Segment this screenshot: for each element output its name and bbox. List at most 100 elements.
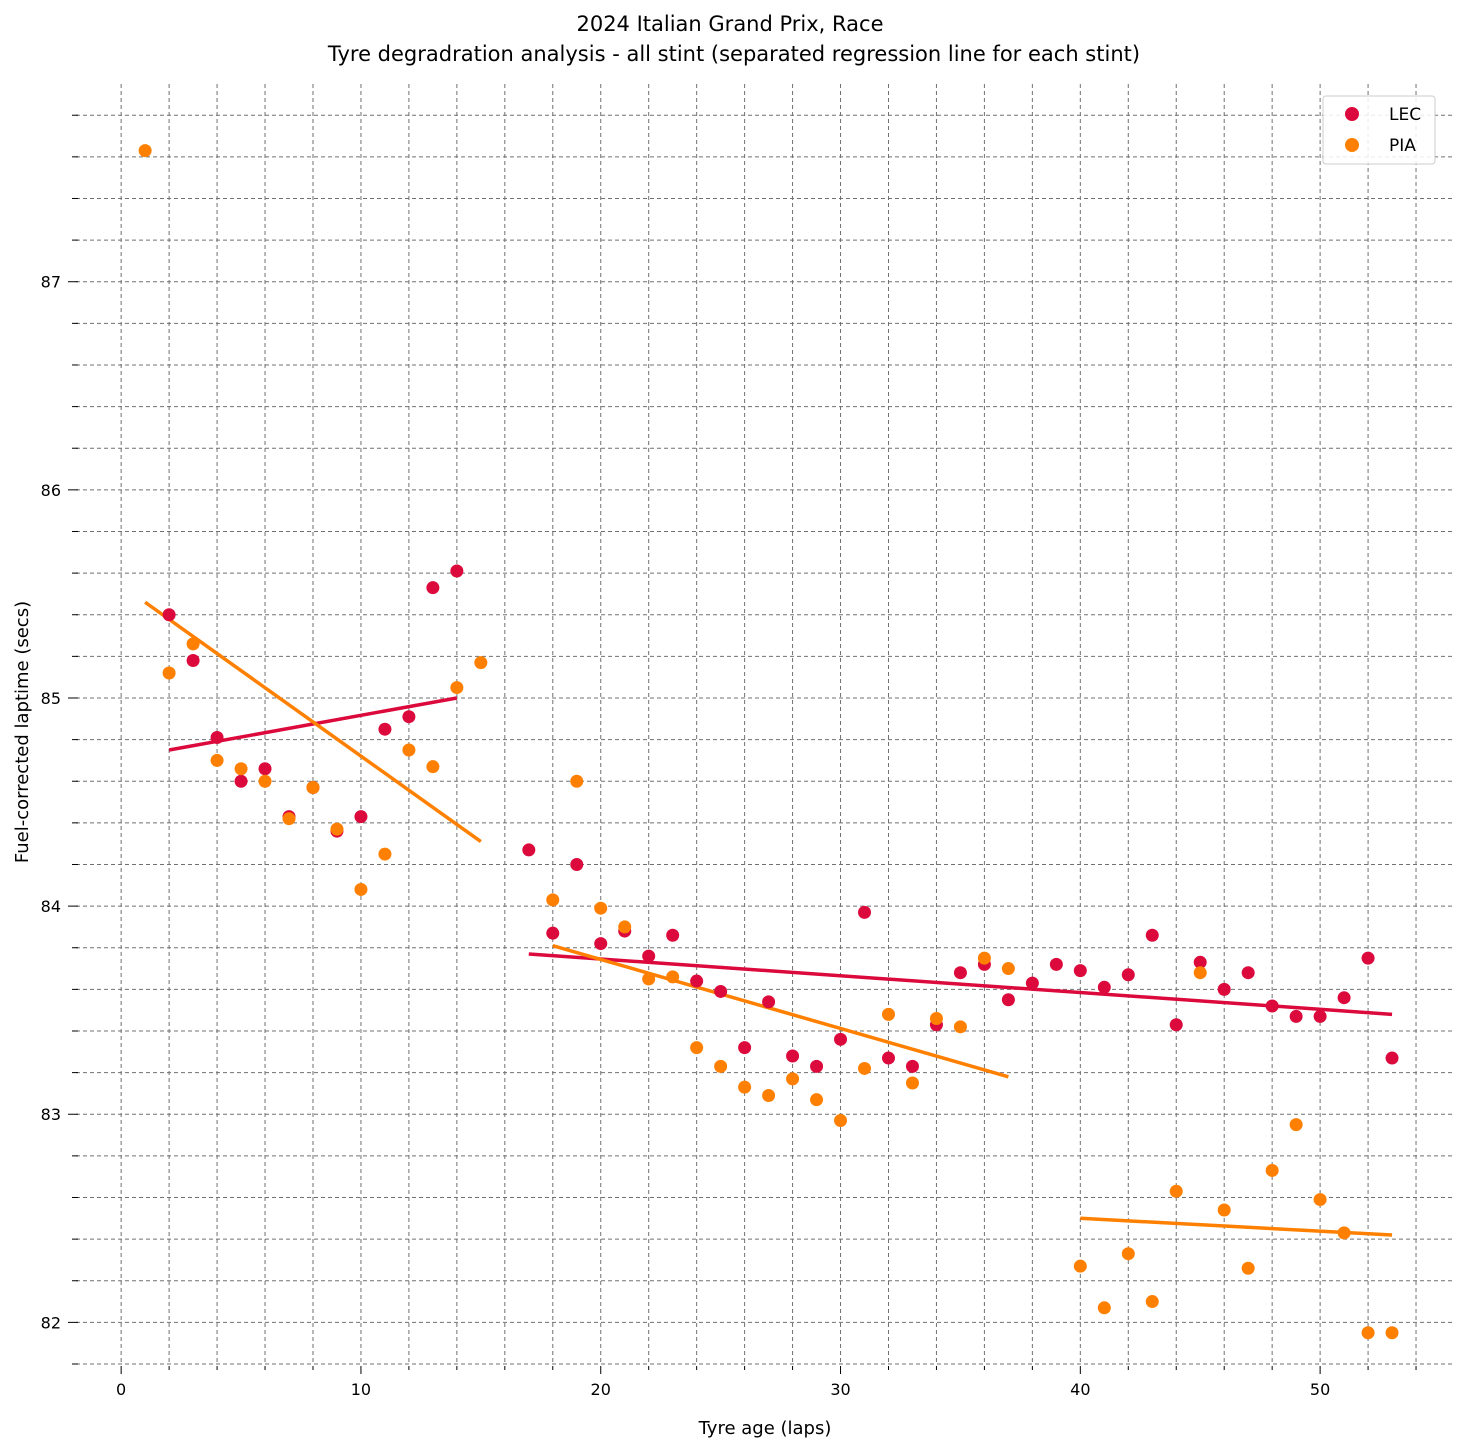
data-point-pia xyxy=(810,1093,824,1107)
data-point-pia xyxy=(881,1007,895,1021)
data-point-pia xyxy=(402,743,416,757)
data-point-lec xyxy=(762,995,776,1009)
data-point-lec xyxy=(714,984,728,998)
data-point-pia xyxy=(1169,1184,1183,1198)
data-point-lec xyxy=(1217,982,1231,996)
data-point-lec xyxy=(594,937,608,951)
legend-marker-pia xyxy=(1345,138,1359,152)
data-point-lec xyxy=(546,926,560,940)
y-tick-label: 85 xyxy=(41,689,61,708)
data-point-lec xyxy=(1145,928,1159,942)
data-point-pia xyxy=(210,753,224,767)
regression-line-lec xyxy=(528,952,1393,1017)
data-point-pia xyxy=(858,1061,872,1075)
data-point-pia xyxy=(1265,1163,1279,1177)
data-point-pia xyxy=(642,972,656,986)
y-axis-label: Fuel-corrected laptime (secs) xyxy=(12,601,33,863)
x-tick-label: 0 xyxy=(116,1380,126,1399)
data-point-lec xyxy=(426,581,440,595)
data-point-lec xyxy=(881,1051,895,1065)
data-point-lec xyxy=(162,608,176,622)
data-point-pia xyxy=(738,1080,752,1094)
data-point-pia xyxy=(1241,1261,1255,1275)
data-point-pia xyxy=(1193,966,1207,980)
data-point-lec xyxy=(905,1059,919,1073)
data-point-pia xyxy=(330,822,344,836)
data-point-pia xyxy=(570,774,584,788)
data-point-lec xyxy=(1385,1051,1399,1065)
data-point-pia xyxy=(762,1089,776,1103)
data-point-pia xyxy=(1097,1301,1111,1315)
y-tick-label: 86 xyxy=(41,481,61,500)
data-point-pia xyxy=(450,681,464,695)
data-point-lec xyxy=(1097,980,1111,994)
data-point-lec xyxy=(1121,968,1135,982)
data-point-lec xyxy=(642,949,656,963)
data-point-lec xyxy=(1361,951,1375,965)
data-point-pia xyxy=(714,1059,728,1073)
data-point-pia xyxy=(474,656,488,670)
data-point-lec xyxy=(953,966,967,980)
legend-label-pia: PIA xyxy=(1389,136,1416,156)
chart-title: 2024 Italian Grand Prix, Race xyxy=(576,12,883,36)
data-points xyxy=(138,144,1399,1340)
data-point-lec xyxy=(834,1032,848,1046)
data-point-pia xyxy=(1145,1295,1159,1309)
data-point-pia xyxy=(1121,1247,1135,1261)
y-tick-label: 84 xyxy=(41,897,61,916)
data-point-lec xyxy=(522,843,536,857)
data-point-pia xyxy=(186,637,200,651)
data-point-pia xyxy=(354,882,368,896)
axis-ticks: 0 10 20 30 40 50 82 83 84 85 86 87 xyxy=(41,114,1417,1399)
legend-marker-lec xyxy=(1345,107,1359,121)
grid xyxy=(76,84,1452,1365)
data-point-lec xyxy=(1313,1009,1327,1023)
data-point-lec xyxy=(354,810,368,824)
data-point-pia xyxy=(977,951,991,965)
data-point-lec xyxy=(1169,1018,1183,1032)
data-point-pia xyxy=(138,144,152,158)
data-point-lec xyxy=(1289,1009,1303,1023)
regression-lines xyxy=(144,600,1393,1237)
data-point-lec xyxy=(1049,957,1063,971)
data-point-pia xyxy=(594,901,608,915)
data-point-lec xyxy=(258,762,272,776)
data-point-pia xyxy=(426,760,440,774)
data-point-pia xyxy=(690,1041,704,1055)
data-point-pia xyxy=(1385,1326,1399,1340)
data-point-lec xyxy=(1265,999,1279,1013)
data-point-pia xyxy=(953,1020,967,1034)
data-point-pia xyxy=(834,1113,848,1127)
data-point-lec xyxy=(666,928,680,942)
data-point-lec xyxy=(1073,964,1087,978)
regression-line-pia xyxy=(144,600,482,844)
data-point-lec xyxy=(450,564,464,578)
x-tick-label: 20 xyxy=(591,1380,611,1399)
legend: LEC PIA xyxy=(1322,95,1436,165)
data-point-pia xyxy=(1337,1226,1351,1240)
data-point-pia xyxy=(1313,1193,1327,1207)
data-point-pia xyxy=(546,893,560,907)
data-point-lec xyxy=(786,1049,800,1063)
data-point-lec xyxy=(690,974,704,988)
data-point-lec xyxy=(402,710,416,724)
x-tick-label: 10 xyxy=(351,1380,371,1399)
data-point-lec xyxy=(210,731,224,745)
y-tick-label: 87 xyxy=(41,273,61,292)
data-point-pia xyxy=(786,1072,800,1086)
data-point-pia xyxy=(306,780,320,794)
data-point-pia xyxy=(905,1076,919,1090)
data-point-pia xyxy=(1361,1326,1375,1340)
data-point-pia xyxy=(234,762,248,776)
data-point-pia xyxy=(1073,1259,1087,1273)
data-point-pia xyxy=(1001,962,1015,976)
data-point-lec xyxy=(186,654,200,668)
data-point-lec xyxy=(234,774,248,788)
data-point-pia xyxy=(618,920,632,934)
data-point-lec xyxy=(378,722,392,736)
data-point-pia xyxy=(282,812,296,826)
data-point-pia xyxy=(162,666,176,680)
x-tick-label: 50 xyxy=(1310,1380,1330,1399)
data-point-lec xyxy=(810,1059,824,1073)
